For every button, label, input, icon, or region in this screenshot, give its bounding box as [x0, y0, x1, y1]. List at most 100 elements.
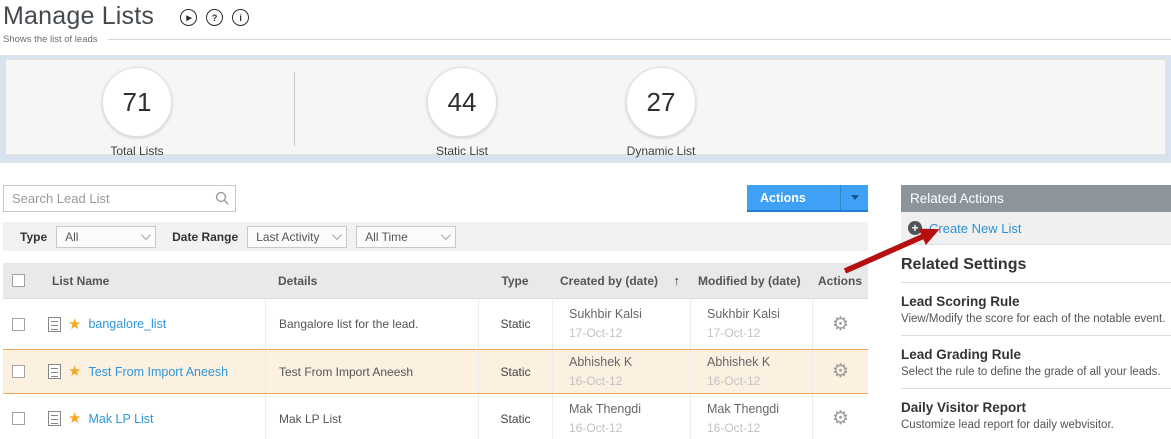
play-icon[interactable]: ▶: [180, 9, 198, 26]
row-checkbox[interactable]: [12, 317, 25, 331]
setting-item-lead-grading: Lead Grading Rule Select the rule to def…: [901, 336, 1171, 389]
header-divider: [107, 39, 1171, 40]
list-details: Test From Import Aneesh: [279, 364, 414, 379]
setting-description: Select the rule to define the grade of a…: [901, 366, 1161, 378]
create-new-list-link[interactable]: Create New List: [929, 220, 1022, 236]
created-date: 16-Oct-12: [569, 373, 623, 388]
setting-link[interactable]: Lead Scoring Rule: [901, 294, 1020, 309]
related-actions-header: Related Actions: [901, 185, 1171, 212]
list-details: Mak LP List: [279, 411, 342, 426]
help-icon[interactable]: ?: [206, 9, 224, 26]
list-details: Bangalore list for the lead.: [279, 317, 419, 331]
modified-date: 16-Oct-12: [707, 420, 761, 435]
stat-value: 71: [122, 86, 152, 117]
table-row: ★ bangalore_list Bangalore list for the …: [3, 299, 868, 349]
stats-divider: [294, 72, 295, 146]
stats-panel: 71 Total Lists 44 Static List 27 Dynamic…: [5, 59, 1166, 158]
list-name-link[interactable]: Test From Import Aneesh: [88, 364, 229, 379]
column-header-actions: Actions: [817, 273, 862, 288]
stat-circle: 71: [102, 67, 172, 137]
modified-date: 17-Oct-12: [707, 326, 761, 341]
table-row: ★ Mak LP List Mak LP List Static Mak The…: [3, 394, 868, 439]
modified-by-name: Abhishek K: [707, 354, 771, 369]
column-header-label: Modified by (date): [698, 273, 801, 288]
lists-table: List Name Details Type Created by (date)…: [3, 263, 868, 439]
stat-label: Total Lists: [110, 144, 164, 158]
setting-link[interactable]: Lead Grading Rule: [901, 347, 1022, 362]
row-checkbox[interactable]: [12, 365, 25, 378]
select-all-checkbox[interactable]: [12, 274, 25, 287]
actions-dropdown-caret[interactable]: [840, 185, 868, 210]
stat-label: Dynamic List: [626, 144, 696, 158]
type-filter-label: Type: [20, 229, 48, 244]
created-by-name: Abhishek K: [569, 354, 633, 369]
created-by-name: Sukhbir Kalsi: [569, 307, 642, 322]
setting-link[interactable]: Daily Visitor Report: [901, 400, 1027, 415]
created-date: 17-Oct-12: [569, 326, 623, 341]
sidebar: Related Actions + Create New List Relate…: [901, 185, 1171, 439]
plus-icon[interactable]: +: [908, 221, 922, 235]
setting-item-daily-visitor: Daily Visitor Report Customize lead repo…: [901, 389, 1171, 439]
date-period-value: All Time: [365, 229, 408, 244]
gear-icon[interactable]: ⚙: [831, 408, 850, 429]
date-field-value: Last Activity: [256, 229, 320, 244]
list-icon: [48, 364, 61, 379]
modified-by-name: Sukhbir Kalsi: [707, 307, 780, 322]
list-type: Static: [500, 364, 531, 379]
search-input[interactable]: [4, 191, 209, 206]
list-type: Static: [500, 411, 531, 426]
stat-static-list: 44 Static List: [402, 67, 522, 158]
type-filter-select[interactable]: All: [56, 225, 157, 248]
stat-label: Static List: [435, 144, 489, 158]
list-icon: [48, 411, 61, 426]
table-header-row: List Name Details Type Created by (date)…: [3, 263, 868, 299]
setting-description: View/Modify the score for each of the no…: [901, 313, 1166, 325]
stat-value: 27: [646, 86, 676, 117]
list-name-link[interactable]: Mak LP List: [88, 411, 154, 426]
date-range-label: Date Range: [172, 229, 239, 244]
toolbar: Actions: [3, 185, 868, 212]
star-icon[interactable]: ★: [68, 410, 82, 427]
star-icon[interactable]: ★: [68, 363, 82, 380]
date-field-select[interactable]: Last Activity: [247, 225, 348, 248]
created-by-name: Mak Thengdi: [569, 401, 642, 416]
list-name-link[interactable]: bangalore_list: [88, 317, 167, 331]
column-header-modified-by[interactable]: Modified by (date): [690, 263, 812, 298]
column-header-details[interactable]: Details: [278, 273, 318, 288]
info-icon[interactable]: i: [232, 9, 250, 26]
filter-bar: Type All Date Range Last Activity All Ti…: [3, 222, 868, 251]
search-icon[interactable]: [209, 186, 235, 211]
modified-date: 16-Oct-12: [707, 373, 761, 388]
setting-item-lead-scoring: Lead Scoring Rule View/Modify the score …: [901, 283, 1171, 336]
column-header-type[interactable]: Type: [501, 273, 529, 288]
page-subtitle: Shows the list of leads: [3, 34, 98, 45]
row-checkbox[interactable]: [12, 412, 25, 425]
list-icon: [48, 316, 61, 332]
gear-icon[interactable]: ⚙: [831, 313, 850, 335]
chevron-down-icon: [141, 230, 151, 241]
stats-band: 71 Total Lists 44 Static List 27 Dynamic…: [0, 55, 1171, 163]
column-header-created-by[interactable]: Created by (date) ↑: [552, 263, 690, 298]
actions-button[interactable]: Actions: [747, 185, 868, 212]
date-period-select[interactable]: All Time: [356, 225, 457, 248]
related-actions-body: + Create New List: [901, 212, 1171, 245]
setting-description: Customize lead report for daily webvisit…: [901, 419, 1114, 431]
created-date: 16-Oct-12: [569, 420, 623, 435]
stat-circle: 27: [626, 67, 696, 137]
column-header-list-name[interactable]: List Name: [52, 273, 110, 288]
sort-ascending-icon[interactable]: ↑: [673, 273, 681, 288]
search-box: [3, 185, 236, 212]
list-type: Static: [500, 317, 531, 331]
chevron-down-icon: [441, 230, 452, 241]
chevron-down-icon: [332, 230, 343, 241]
table-row: ★ Test From Import Aneesh Test From Impo…: [3, 349, 868, 394]
page-title: Manage Lists: [3, 2, 155, 30]
page-header: Manage Lists ▶ ? i Shows the list of lea…: [0, 0, 1171, 45]
gear-icon[interactable]: ⚙: [831, 361, 850, 382]
star-icon[interactable]: ★: [68, 315, 82, 333]
type-filter-value: All: [65, 229, 79, 244]
actions-button-label: Actions: [760, 190, 806, 205]
column-header-label: Created by (date): [560, 273, 659, 288]
modified-by-name: Mak Thengdi: [707, 401, 780, 416]
